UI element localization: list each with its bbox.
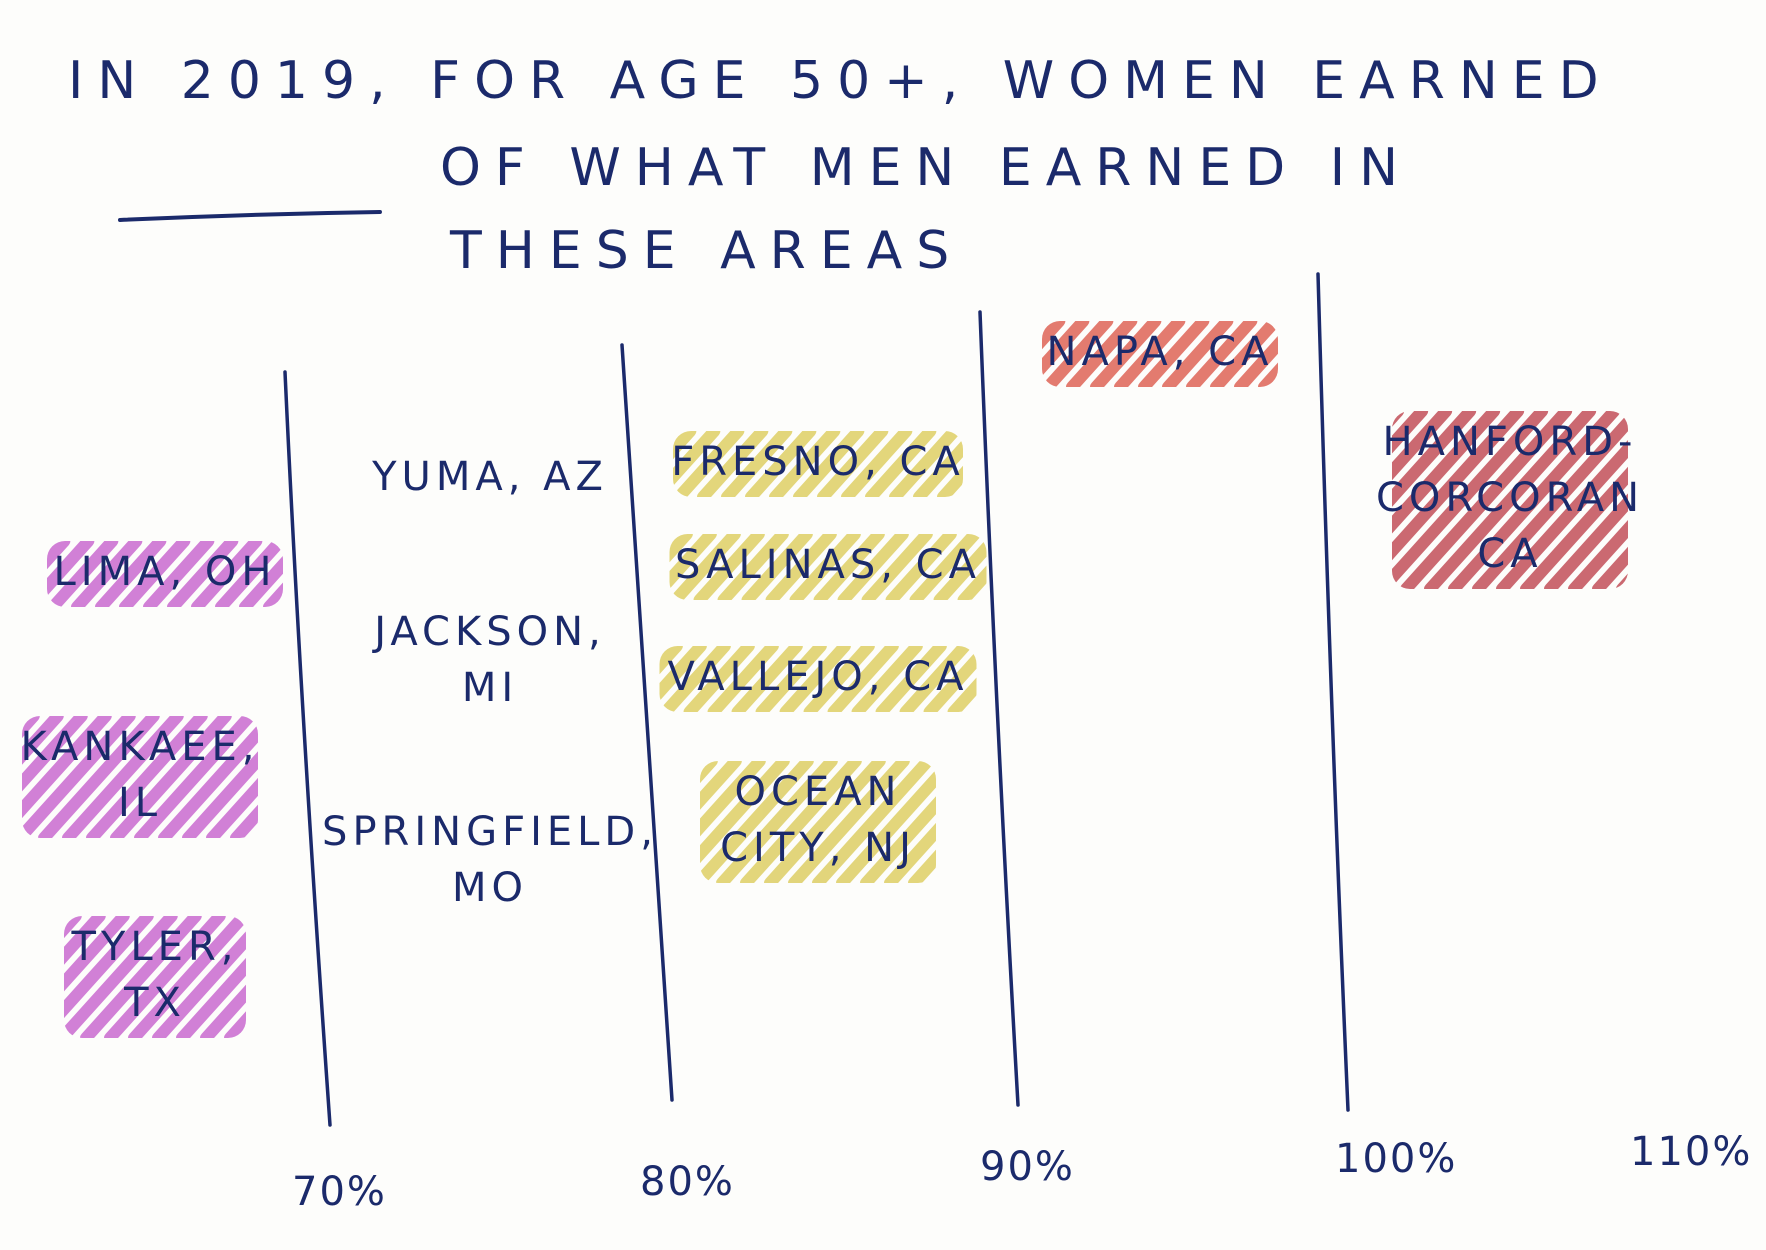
city-highlight <box>659 646 977 712</box>
city-label: MI <box>462 665 518 711</box>
city-label: SALINAS, CA <box>675 542 981 588</box>
city-highlight <box>669 534 987 600</box>
divider-line-1 <box>283 370 332 1127</box>
chart-title: IN 2019, FOR AGE 50+, WOMEN EARNED OF WHA… <box>68 51 1613 281</box>
city-label: TX <box>123 980 186 1026</box>
x-tick-label: 110% <box>1630 1129 1752 1175</box>
divider-line-4 <box>1316 272 1350 1112</box>
city-label: CORCORAN <box>1376 475 1644 521</box>
bin-dividers <box>283 272 1350 1127</box>
title-line-2: OF WHAT MEN EARNED IN <box>440 138 1412 198</box>
city-highlight <box>700 761 936 883</box>
city-highlight <box>673 431 963 497</box>
city-labels: LIMA, OH KANKAEE, IL TYLER, TX YUMA, AZ JACKSO… <box>21 329 1644 1026</box>
city-label: IL <box>118 780 162 826</box>
city-label: SPRINGFIELD, <box>322 809 658 855</box>
divider-line-3 <box>978 310 1020 1107</box>
city-highlight <box>47 541 283 607</box>
x-axis-ticks: 70% 80% 90% 100% 110% <box>292 1129 1752 1215</box>
blank-line <box>118 210 382 222</box>
city-label: OCEAN <box>735 769 902 815</box>
city-label: KANKAEE, <box>21 724 260 770</box>
x-tick-label: 100% <box>1335 1136 1457 1182</box>
hatch-layer <box>22 321 1628 1038</box>
city-highlight <box>22 716 258 838</box>
city-label: VALLEJO, CA <box>667 654 968 700</box>
city-label: MO <box>452 865 528 911</box>
divider-line-2 <box>620 343 674 1102</box>
city-label: LIMA, OH <box>54 549 277 595</box>
title-line-3: THESE AREAS <box>449 221 963 281</box>
city-label: CA <box>1477 531 1542 577</box>
city-label: FRESNO, CA <box>671 439 965 485</box>
city-label: CITY, NJ <box>720 825 916 871</box>
title-line-1: IN 2019, FOR AGE 50+, WOMEN EARNED <box>68 51 1613 111</box>
city-label: TYLER, <box>71 924 239 970</box>
x-tick-label: 70% <box>292 1169 387 1215</box>
x-tick-label: 90% <box>980 1144 1075 1190</box>
city-highlight <box>1392 411 1628 589</box>
city-label: HANFORD- <box>1383 419 1638 465</box>
x-tick-label: 80% <box>640 1159 735 1205</box>
city-label: YUMA, AZ <box>371 454 608 500</box>
city-label: NAPA, CA <box>1047 329 1274 375</box>
blank-underline <box>118 210 382 222</box>
city-highlight <box>64 916 246 1038</box>
city-highlight <box>1042 321 1278 387</box>
city-label: JACKSON, <box>371 609 605 655</box>
